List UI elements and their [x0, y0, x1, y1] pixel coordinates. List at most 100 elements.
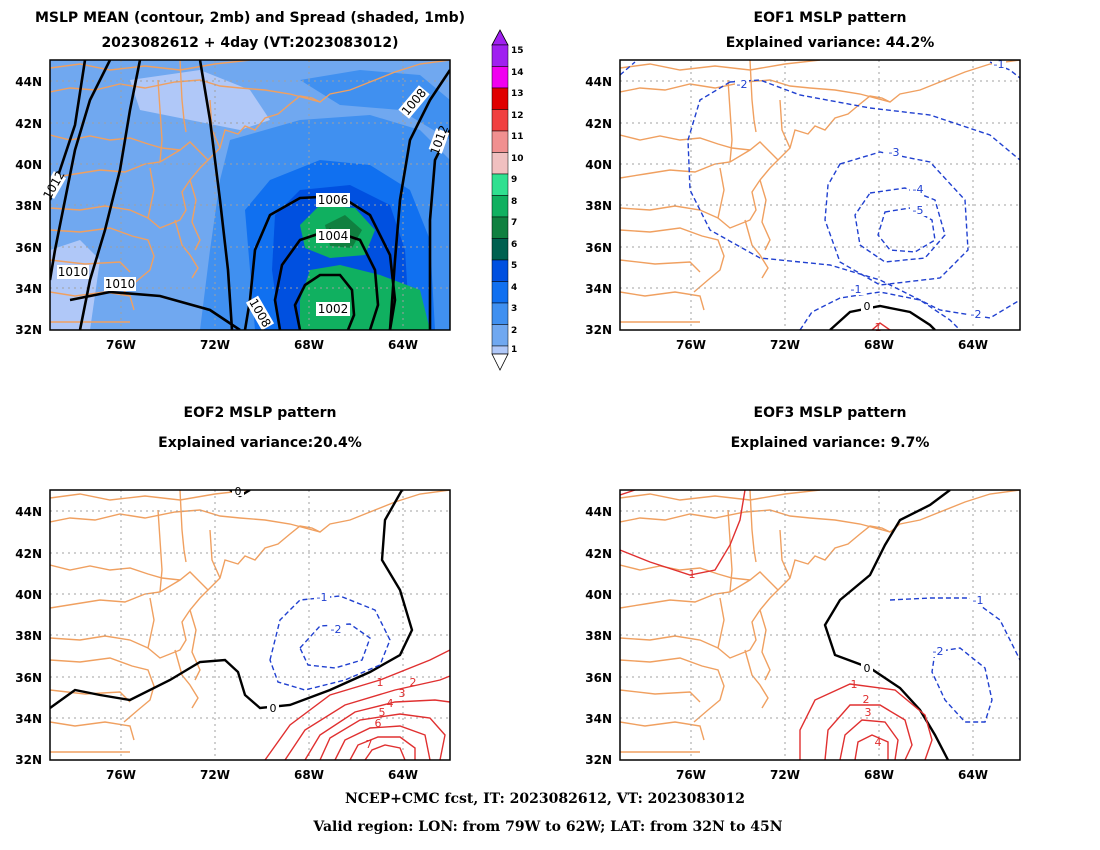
svg-text:2: 2: [863, 693, 870, 706]
svg-text:0: 0: [864, 300, 871, 313]
svg-text:32N: 32N: [585, 753, 612, 767]
svg-text:64W: 64W: [958, 338, 988, 352]
svg-text:10: 10: [511, 154, 524, 164]
svg-text:4: 4: [387, 697, 394, 710]
svg-text:40N: 40N: [15, 588, 42, 602]
eof1-contours: [620, 61, 1020, 330]
svg-text:12: 12: [511, 111, 524, 121]
svg-text:32N: 32N: [585, 323, 612, 337]
svg-text:68W: 68W: [864, 338, 894, 352]
svg-text:64W: 64W: [388, 768, 418, 782]
gridlines-eof2: [50, 490, 450, 760]
colorbar: 15 14 13 12 11 10 9 8 7 6 5 4 3 2 1: [491, 29, 524, 371]
svg-text:34N: 34N: [585, 712, 612, 726]
footer-forecast-info: NCEP+CMC fcst, IT: 2023082612, VT: 20230…: [345, 791, 745, 807]
svg-text:72W: 72W: [770, 768, 800, 782]
svg-text:-1: -1: [994, 58, 1005, 71]
svg-text:-1: -1: [851, 283, 862, 296]
svg-text:-2: -2: [737, 78, 748, 91]
svg-text:72W: 72W: [200, 768, 230, 782]
svg-text:38N: 38N: [15, 629, 42, 643]
svg-text:76W: 76W: [106, 768, 136, 782]
panel-eof1-lat-ticks: 44N 42N 40N 38N 36N 34N 32N: [585, 75, 612, 337]
svg-text:-1: -1: [317, 591, 328, 604]
eof3-contour-labels: 1 -1 0 -2 1 2 3 4: [689, 568, 986, 749]
isobar-label: 1006: [318, 193, 349, 207]
eof2-contour-labels: 0 0 -1 -2 1 2 3 4 5 6 7: [232, 485, 417, 751]
svg-text:3: 3: [511, 304, 517, 314]
panel-eof2-lon-ticks: 76W 72W 68W 64W: [106, 768, 418, 782]
svg-text:-4: -4: [913, 183, 924, 196]
svg-text:76W: 76W: [676, 768, 706, 782]
panel-mean: MSLP MEAN (contour, 2mb) and Spread (sha…: [15, 10, 465, 352]
svg-text:-5: -5: [913, 204, 924, 217]
panel-eof3-lat-ticks: 44N 42N 40N 38N 36N 34N 32N: [585, 505, 612, 767]
svg-text:-1: -1: [973, 594, 984, 607]
svg-text:42N: 42N: [585, 117, 612, 131]
svg-text:13: 13: [511, 89, 524, 99]
svg-text:14: 14: [511, 68, 524, 78]
panel-mean-title: MSLP MEAN (contour, 2mb) and Spread (sha…: [35, 10, 465, 26]
panel-eof3-title: EOF3 MSLP pattern: [754, 405, 907, 421]
svg-text:76W: 76W: [106, 338, 136, 352]
svg-text:-2: -2: [331, 623, 342, 636]
isobar-label: 1002: [318, 302, 349, 316]
svg-text:32N: 32N: [15, 323, 42, 337]
svg-text:1: 1: [851, 678, 858, 691]
svg-text:15: 15: [511, 46, 524, 56]
panel-eof2: EOF2 MSLP pattern Explained variance:20.…: [15, 405, 451, 782]
panel-eof1: EOF1 MSLP pattern Explained variance: 44…: [585, 10, 1021, 352]
svg-text:1: 1: [875, 321, 882, 334]
svg-text:72W: 72W: [200, 338, 230, 352]
footer-valid-region: Valid region: LON: from 79W to 62W; LAT:…: [312, 819, 782, 835]
svg-text:6: 6: [511, 240, 517, 250]
svg-text:38N: 38N: [585, 629, 612, 643]
panel-eof1-title: EOF1 MSLP pattern: [754, 10, 907, 26]
svg-text:9: 9: [511, 175, 517, 185]
svg-text:-2: -2: [971, 308, 982, 321]
panel-eof2-title: EOF2 MSLP pattern: [184, 405, 337, 421]
svg-text:8: 8: [511, 197, 517, 207]
panel-eof3: EOF3 MSLP pattern Explained variance: 9.…: [585, 405, 1021, 782]
svg-text:5: 5: [379, 706, 386, 719]
svg-text:64W: 64W: [958, 768, 988, 782]
svg-text:76W: 76W: [676, 338, 706, 352]
svg-text:4: 4: [875, 736, 882, 749]
svg-text:44N: 44N: [585, 505, 612, 519]
panel-eof2-subtitle: Explained variance:20.4%: [158, 435, 362, 451]
panel-eof3-subtitle: Explained variance: 9.7%: [731, 435, 930, 451]
svg-text:0: 0: [270, 702, 277, 715]
svg-text:1: 1: [511, 345, 517, 355]
panel-mean-lat-ticks: 44N 42N 40N 38N 36N 34N 32N: [15, 75, 42, 337]
panel-eof1-frame: [619, 59, 1021, 331]
svg-text:36N: 36N: [585, 241, 612, 255]
panel-eof1-subtitle: Explained variance: 44.2%: [726, 35, 935, 51]
svg-text:34N: 34N: [15, 282, 42, 296]
svg-text:0: 0: [235, 485, 242, 498]
panel-eof3-frame: [619, 489, 1021, 761]
panel-eof3-lon-ticks: 76W 72W 68W 64W: [676, 768, 988, 782]
eof2-contours: [50, 490, 450, 760]
svg-text:64W: 64W: [388, 338, 418, 352]
panel-eof1-lon-ticks: 76W 72W 68W 64W: [676, 338, 988, 352]
svg-text:42N: 42N: [15, 117, 42, 131]
colorbar-top-arrow: [491, 29, 509, 46]
gridlines-eof1: [620, 60, 1020, 330]
svg-text:42N: 42N: [585, 547, 612, 561]
svg-text:32N: 32N: [15, 753, 42, 767]
panel-eof2-frame: [49, 489, 451, 761]
svg-text:0: 0: [864, 662, 871, 675]
svg-text:36N: 36N: [15, 671, 42, 685]
svg-text:3: 3: [399, 687, 406, 700]
svg-text:40N: 40N: [585, 588, 612, 602]
colorbar-bottom-arrow: [491, 353, 509, 371]
svg-text:36N: 36N: [585, 671, 612, 685]
panel-mean-subtitle: 2023082612 + 4day (VT:2023083012): [101, 35, 398, 51]
svg-text:2: 2: [511, 326, 517, 336]
svg-text:34N: 34N: [15, 712, 42, 726]
svg-text:5: 5: [511, 261, 517, 271]
svg-text:4: 4: [511, 283, 517, 293]
svg-text:40N: 40N: [585, 158, 612, 172]
svg-text:68W: 68W: [864, 768, 894, 782]
